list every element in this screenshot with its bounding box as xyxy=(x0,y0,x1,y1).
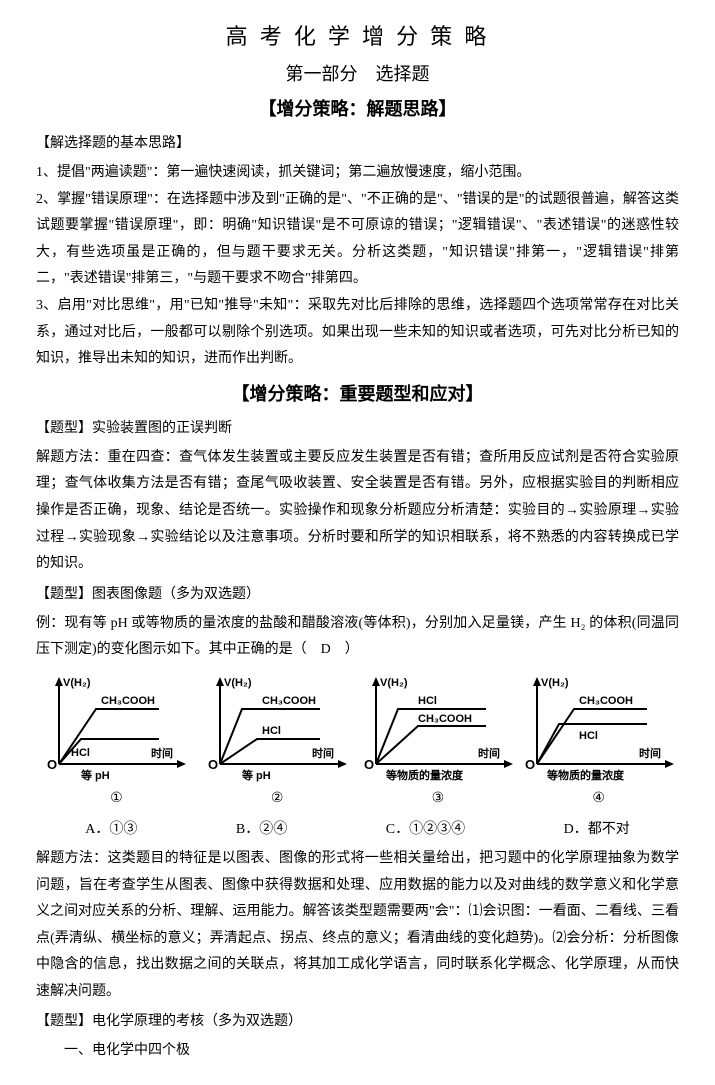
chart-4-svg: V(H₂) CH₃COOH HCl 时间 O 等物质的量浓度 xyxy=(519,674,679,784)
svg-text:O: O xyxy=(525,757,535,772)
chart-4: V(H₂) CH₃COOH HCl 时间 O 等物质的量浓度 ④ xyxy=(518,674,679,809)
heading-type-3: 【题型】电化学原理的考核（多为双选题） xyxy=(36,1011,679,1032)
para-6: 解题方法：这类题目的特征是以图表、图像的形式将一些相关量给出，把习题中的化学原理… xyxy=(36,846,679,1006)
svg-text:HCl: HCl xyxy=(262,725,281,737)
chart-2-tag: ② xyxy=(271,788,284,809)
heading-basic-thinking: 【解选择题的基本思路】 xyxy=(36,133,679,154)
svg-text:CH₃COOH: CH₃COOH xyxy=(262,695,316,707)
para-7: 一、电化学中四个极 xyxy=(36,1038,679,1065)
svg-text:HCl: HCl xyxy=(71,747,90,759)
para-3: 3、启用"对比思维"，用"已知"推导"未知"：采取先对比后排除的思维，选择题四个… xyxy=(36,293,679,373)
chart-1-tag: ① xyxy=(110,788,123,809)
svg-text:HCl: HCl xyxy=(579,730,598,742)
answers-row: A．①③ B．②④ C．①②③④ D．都不对 xyxy=(36,819,679,840)
svg-text:等物质的量浓度: 等物质的量浓度 xyxy=(546,768,625,782)
chart-2-svg: V(H₂) CH₃COOH HCl 时间 O 等 pH xyxy=(202,674,352,784)
svg-text:时间: 时间 xyxy=(151,746,173,760)
svg-text:CH₃COOH: CH₃COOH xyxy=(101,695,155,707)
chart-3-svg: V(H₂) HCl CH₃COOH 时间 O 等物质的量浓度 xyxy=(358,674,518,784)
svg-text:V(H₂): V(H₂) xyxy=(541,677,569,689)
strategy-banner-1: 【增分策略：解题思路】 xyxy=(36,96,679,123)
chart-1: V(H₂) CH₃COOH HCl 时间 O 等 pH ① xyxy=(36,674,197,809)
svg-text:HCl: HCl xyxy=(418,695,437,707)
svg-text:等物质的量浓度: 等物质的量浓度 xyxy=(385,768,464,782)
answer-c: C．①②③④ xyxy=(386,819,465,840)
heading-type-1: 【题型】实验装置图的正误判断 xyxy=(36,418,679,439)
svg-text:等 pH: 等 pH xyxy=(241,768,271,782)
svg-text:时间: 时间 xyxy=(478,746,500,760)
para-2: 2、掌握"错误原理"：在选择题中涉及到"正确的是"、"不正确的是"、"错误的是"… xyxy=(36,187,679,293)
strategy-banner-2: 【增分策略：重要题型和应对】 xyxy=(36,381,679,408)
svg-text:O: O xyxy=(47,757,57,772)
chart-2: V(H₂) CH₃COOH HCl 时间 O 等 pH ② xyxy=(197,674,358,809)
para-1: 1、提倡"两遍读题"：第一遍快速阅读，抓关键词；第二遍放慢速度，缩小范围。 xyxy=(36,160,679,187)
svg-text:时间: 时间 xyxy=(312,746,334,760)
section-title: 第一部分 选择题 xyxy=(36,61,679,88)
svg-text:V(H₂): V(H₂) xyxy=(63,677,91,689)
svg-text:O: O xyxy=(208,757,218,772)
main-title: 高 考 化 学 增 分 策 略 xyxy=(36,20,679,53)
svg-text:CH₃COOH: CH₃COOH xyxy=(418,713,472,725)
answer-a: A．①③ xyxy=(85,819,137,840)
para-5: 例：现有等 pH 或等物质的量浓度的盐酸和醋酸溶液(等体积)，分别加入足量镁，产… xyxy=(36,611,679,664)
chart-1-svg: V(H₂) CH₃COOH HCl 时间 O 等 pH xyxy=(41,674,191,784)
svg-text:V(H₂): V(H₂) xyxy=(224,677,252,689)
para-4: 解题方法：重在四查：查气体发生装置或主要反应发生装置是否有错；查所用反应试剂是否… xyxy=(36,445,679,578)
svg-text:等 pH: 等 pH xyxy=(80,768,110,782)
answer-d: D．都不对 xyxy=(564,819,630,840)
svg-text:CH₃COOH: CH₃COOH xyxy=(579,695,633,707)
charts-row: V(H₂) CH₃COOH HCl 时间 O 等 pH ① V(H₂) CH₃C… xyxy=(36,674,679,809)
heading-type-2: 【题型】图表图像题（多为双选题） xyxy=(36,584,679,605)
chart-4-tag: ④ xyxy=(592,788,605,809)
chart-3: V(H₂) HCl CH₃COOH 时间 O 等物质的量浓度 ③ xyxy=(358,674,519,809)
svg-text:O: O xyxy=(364,757,374,772)
chart-3-tag: ③ xyxy=(432,788,445,809)
svg-text:V(H₂): V(H₂) xyxy=(380,677,408,689)
svg-text:时间: 时间 xyxy=(639,746,661,760)
answer-b: B．②④ xyxy=(236,819,287,840)
